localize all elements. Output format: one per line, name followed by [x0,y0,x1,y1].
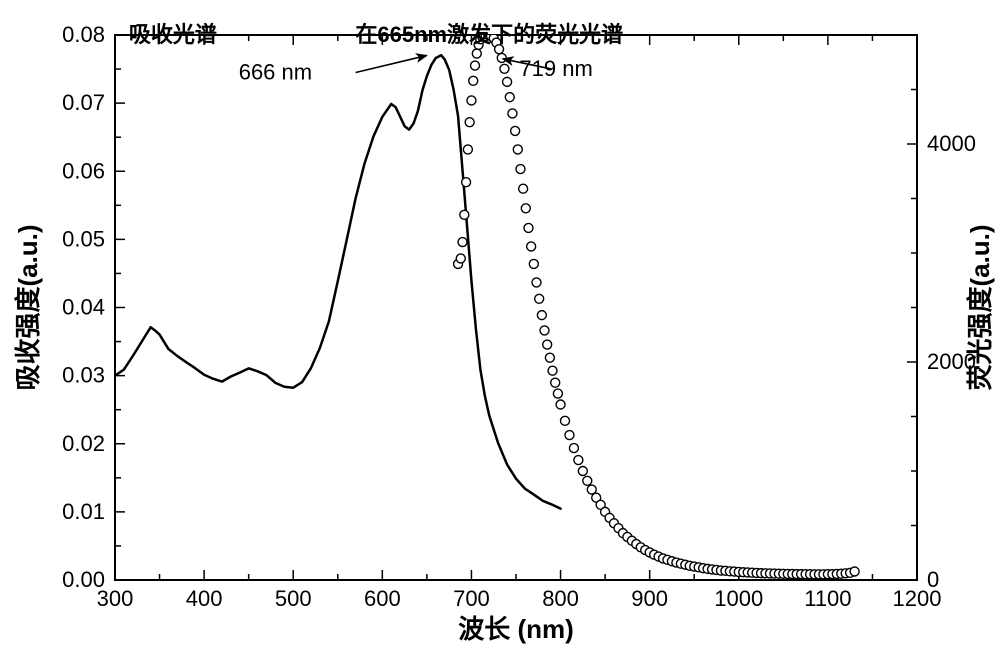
y-left-tick-label: 0.00 [62,567,105,592]
x-tick-label: 1100 [804,586,851,611]
x-tick-label: 400 [186,586,223,611]
y-left-tick-label: 0.08 [62,22,105,47]
legend-entry: 在665nm激发下的荧光光谱 [355,22,623,47]
x-tick-label: 900 [631,586,668,611]
y-left-tick-label: 0.04 [62,295,105,320]
x-tick-label: 600 [364,586,401,611]
chart-svg: 300400500600700800900100011001200波长 (nm)… [0,0,1000,664]
y-left-axis-label: 吸收强度(a.u.) [13,224,43,390]
y-right-tick-label: 4000 [927,131,976,156]
y-left-tick-label: 0.05 [62,226,105,251]
peak-annotation: 719 nm [519,56,592,81]
x-tick-label: 500 [275,586,312,611]
y-left-tick-label: 0.01 [62,499,105,524]
x-tick-label: 700 [453,586,490,611]
y-left-tick-label: 0.03 [62,363,105,388]
y-left-tick-label: 0.06 [62,158,105,183]
y-right-tick-label: 0 [927,567,939,592]
legend-entry: 吸收光谱 [129,22,217,47]
spectra-chart: 300400500600700800900100011001200波长 (nm)… [0,0,1000,664]
y-right-axis-label: 荧光强度(a.u.) [965,224,995,390]
y-left-tick-label: 0.02 [62,431,105,456]
x-tick-label: 1000 [714,586,763,611]
x-axis-label: 波长 (nm) [458,614,574,644]
y-left-tick-label: 0.07 [62,90,105,115]
x-tick-label: 800 [542,586,579,611]
peak-annotation: 666 nm [239,59,312,84]
